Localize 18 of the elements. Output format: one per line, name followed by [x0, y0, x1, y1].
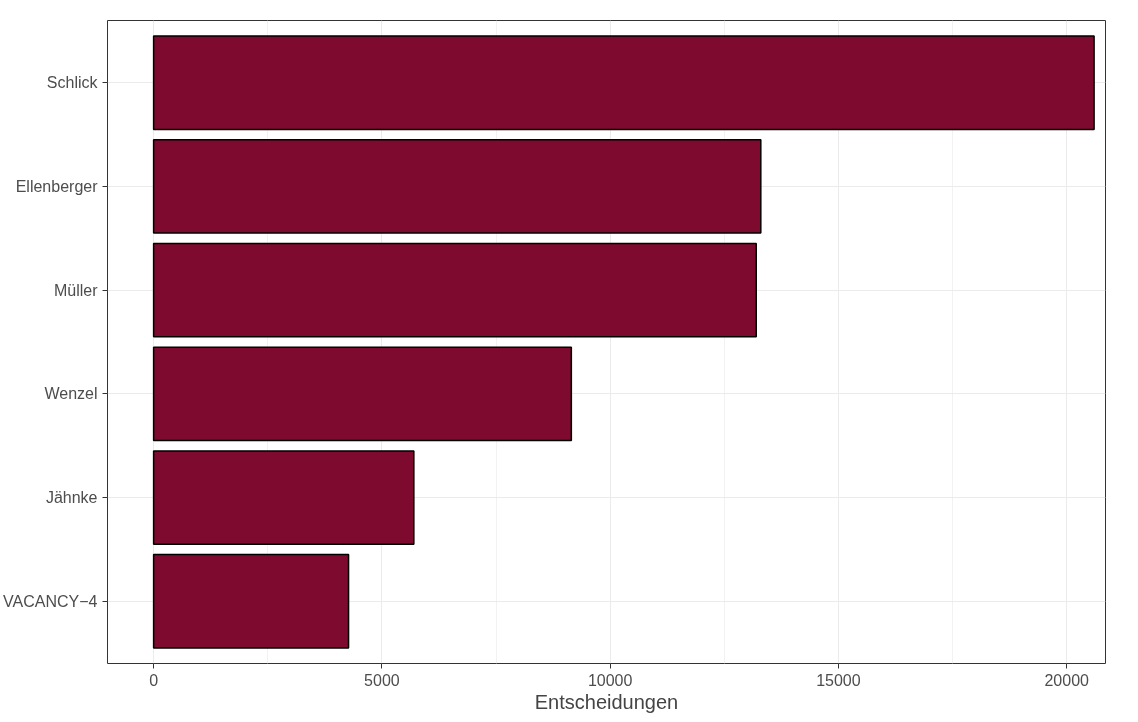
y-tick-label: Schlick: [46, 74, 99, 92]
x-axis-title: Entscheidungen: [534, 690, 679, 713]
x-tick-label: 0: [149, 671, 159, 689]
bar: [152, 35, 1095, 131]
y-tick-label: Jähnke: [45, 489, 98, 507]
bar: [152, 242, 757, 338]
y-tick-label: Müller: [53, 281, 99, 299]
bar: [152, 553, 350, 649]
x-tick-label: 10000: [587, 671, 633, 689]
x-tick-label: 20000: [1044, 671, 1090, 689]
bar: [152, 139, 762, 234]
x-tick-label: 15000: [816, 671, 861, 689]
bar: [152, 450, 415, 545]
y-tick-label: Ellenberger: [15, 177, 99, 195]
x-tick-label: 5000: [364, 671, 400, 689]
y-tick-label: Wenzel: [44, 385, 98, 403]
bar: [152, 346, 573, 442]
y-tick-label: VACANCY−4: [3, 592, 98, 610]
